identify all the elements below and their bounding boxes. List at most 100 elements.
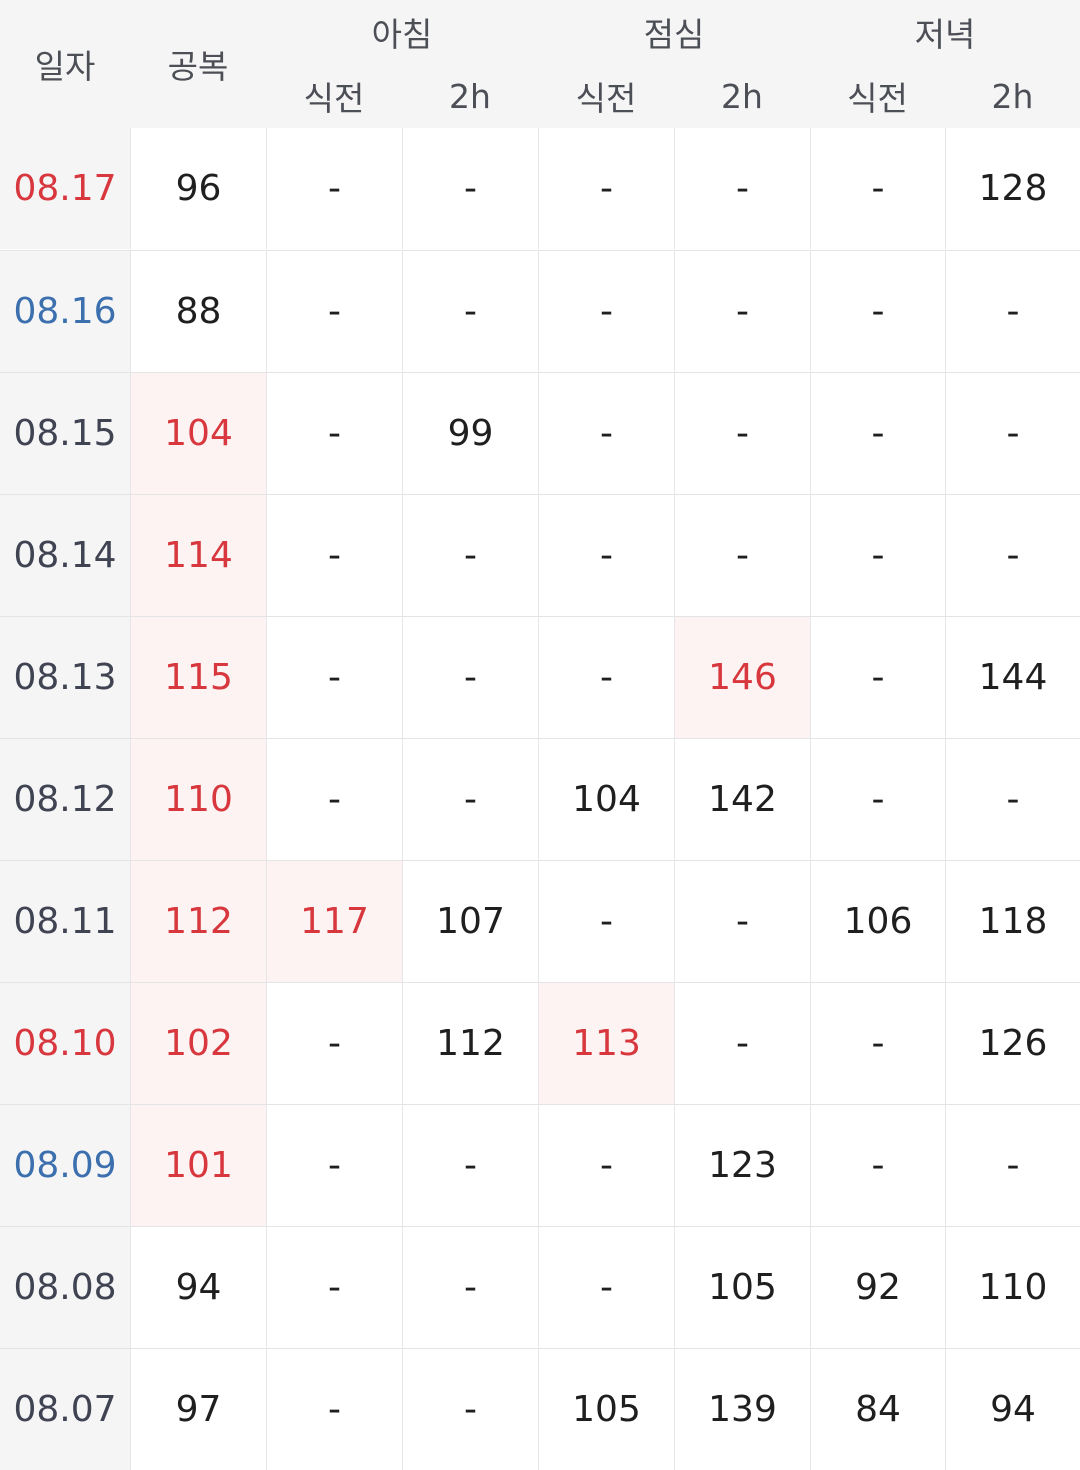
breakfast-after-cell: - <box>402 128 538 249</box>
breakfast-before-cell: 117 <box>266 861 402 982</box>
table-body: 08.17 96- - - - -128 08.16 88- - - - - -08.15 104-99-… <box>0 128 1080 1470</box>
lunch-group-header: 점심 <box>643 15 705 54</box>
table-row[interactable]: 08.12 110- -104 142- - <box>0 738 1080 860</box>
lunch-before-cell: - <box>538 495 674 616</box>
breakfast-after-cell: - <box>402 1227 538 1348</box>
breakfast-before-cell: - <box>266 983 402 1104</box>
fasting-cell: 97 <box>130 1349 266 1470</box>
fasting-cell: 110 <box>130 739 266 860</box>
breakfast-before-cell: - <box>266 1227 402 1348</box>
lunch-after-cell: 139 <box>674 1349 810 1470</box>
dinner-after-cell: 128 <box>945 128 1080 249</box>
fasting-cell: 94 <box>130 1227 266 1348</box>
lunch-before-cell: - <box>538 1227 674 1348</box>
dinner-before-cell: - <box>810 617 945 738</box>
breakfast-group-header: 아침 <box>371 15 433 54</box>
table-row[interactable]: 08.14 114- - - - - - <box>0 494 1080 616</box>
table-row[interactable]: 08.16 88- - - - - - <box>0 250 1080 372</box>
dinner-after-cell: 126 <box>945 983 1080 1104</box>
fasting-cell: 114 <box>130 495 266 616</box>
date-cell: 08.16 <box>0 251 130 372</box>
dinner-after-cell: - <box>945 373 1080 494</box>
lunch-before-cell: - <box>538 251 674 372</box>
breakfast-after-cell: 112 <box>402 983 538 1104</box>
breakfast-before-cell: - <box>266 373 402 494</box>
table-row[interactable]: 08.17 96- - - - -128 <box>0 128 1080 250</box>
breakfast-before-cell: - <box>266 1349 402 1470</box>
lunch-before-cell: - <box>538 1105 674 1226</box>
date-cell: 08.08 <box>0 1227 130 1348</box>
dinner-before-cell: - <box>810 128 945 249</box>
breakfast-before-cell: - <box>266 495 402 616</box>
table-row[interactable]: 08.15 104-99- - - - <box>0 372 1080 494</box>
date-cell: 08.15 <box>0 373 130 494</box>
lunch-after-cell: - <box>674 128 810 249</box>
dinner-before-cell: - <box>810 983 945 1104</box>
breakfast-after-cell: - <box>402 251 538 372</box>
table-row[interactable]: 08.08 94- - -105 92 110 <box>0 1226 1080 1348</box>
lunch-after-cell: - <box>674 983 810 1104</box>
breakfast-before-cell: - <box>266 128 402 249</box>
breakfast-after-header: 2h <box>449 76 491 116</box>
lunch-after-cell: - <box>674 373 810 494</box>
breakfast-before-header: 식전 <box>303 79 365 118</box>
fasting-cell: 101 <box>130 1105 266 1226</box>
lunch-before-cell: 104 <box>538 739 674 860</box>
dinner-after-header: 2h <box>991 76 1034 116</box>
table-row[interactable]: 08.10 102-112 113- -126 <box>0 982 1080 1104</box>
table-row[interactable]: 08.13 115- - -146-144 <box>0 616 1080 738</box>
breakfast-before-cell: - <box>266 251 402 372</box>
breakfast-after-cell: - <box>402 617 538 738</box>
dinner-after-cell: 144 <box>945 617 1080 738</box>
fasting-cell: 104 <box>130 373 266 494</box>
dinner-before-cell: - <box>810 373 945 494</box>
dinner-after-cell: - <box>945 1105 1080 1226</box>
lunch-after-cell: 146 <box>674 617 810 738</box>
fasting-cell: 102 <box>130 983 266 1104</box>
fasting-cell: 115 <box>130 617 266 738</box>
breakfast-after-cell: - <box>402 739 538 860</box>
fasting-cell: 88 <box>130 251 266 372</box>
lunch-before-cell: - <box>538 861 674 982</box>
dinner-after-cell: 94 <box>945 1349 1080 1470</box>
breakfast-after-cell: 99 <box>402 373 538 494</box>
date-cell: 08.17 <box>0 128 130 249</box>
lunch-after-cell: 105 <box>674 1227 810 1348</box>
dinner-after-cell: - <box>945 495 1080 616</box>
date-column-header: 일자 <box>34 47 96 86</box>
table-row[interactable]: 08.11 112 117 107- -106 118 <box>0 860 1080 982</box>
fasting-column-header: 공복 <box>167 47 229 86</box>
dinner-before-cell: - <box>810 251 945 372</box>
breakfast-after-cell: - <box>402 495 538 616</box>
lunch-after-cell: 123 <box>674 1105 810 1226</box>
lunch-before-cell: - <box>538 617 674 738</box>
lunch-after-cell: - <box>674 495 810 616</box>
table-row[interactable]: 08.07 97- -105 139 84 94 <box>0 1348 1080 1470</box>
date-cell: 08.12 <box>0 739 130 860</box>
lunch-before-cell: - <box>538 128 674 249</box>
dinner-before-cell: - <box>810 739 945 860</box>
breakfast-before-cell: - <box>266 1105 402 1226</box>
date-cell: 08.10 <box>0 983 130 1104</box>
date-cell: 08.11 <box>0 861 130 982</box>
date-cell: 08.09 <box>0 1105 130 1226</box>
dinner-before-cell: 106 <box>810 861 945 982</box>
lunch-before-cell: 113 <box>538 983 674 1104</box>
dinner-after-cell: 118 <box>945 861 1080 982</box>
lunch-after-cell: - <box>674 861 810 982</box>
lunch-before-cell: - <box>538 373 674 494</box>
lunch-after-header: 2h <box>721 76 763 116</box>
dinner-after-cell: - <box>945 739 1080 860</box>
date-cell: 08.13 <box>0 617 130 738</box>
dinner-group-header: 저녁 <box>914 15 976 54</box>
table-row[interactable]: 08.09 101- - -123- - <box>0 1104 1080 1226</box>
lunch-before-cell: 105 <box>538 1349 674 1470</box>
breakfast-after-cell: - <box>402 1349 538 1470</box>
lunch-after-cell: 142 <box>674 739 810 860</box>
table-header: 일자 공복 아침 식전 2h 점심 식전 2h 저녁 식전 2h <box>0 0 1080 128</box>
date-cell: 08.07 <box>0 1349 130 1470</box>
dinner-before-cell: - <box>810 1105 945 1226</box>
lunch-before-header: 식전 <box>575 79 637 118</box>
dinner-before-cell: - <box>810 495 945 616</box>
